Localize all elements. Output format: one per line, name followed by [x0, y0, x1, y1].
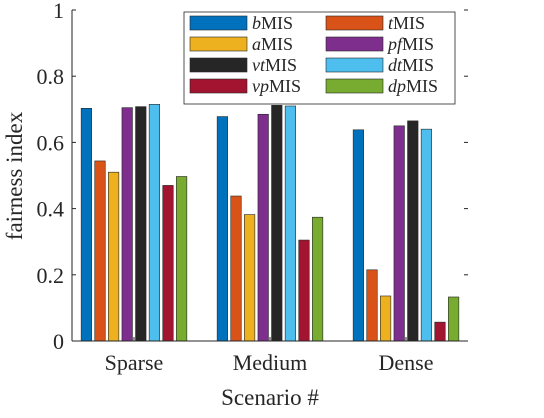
- bars-layer: [80, 104, 460, 342]
- bar-dtMIS-medium: [284, 105, 296, 342]
- bar-pfMIS-medium: [257, 113, 269, 342]
- bar-vpMIS-medium: [298, 239, 310, 342]
- bar-tMIS-dense: [366, 269, 378, 342]
- bar-vtMIS-sparse: [135, 106, 147, 342]
- bar-pfMIS-dense: [393, 125, 405, 342]
- bar-vtMIS-dense: [407, 120, 419, 342]
- legend-swatch-aMIS: [189, 36, 248, 52]
- legend-swatch-vtMIS: [189, 57, 248, 73]
- legend-label-pfMIS: pfMIS: [386, 34, 434, 54]
- y-tick-label: 0: [53, 329, 64, 354]
- x-tick-label-sparse: Sparse: [105, 350, 164, 375]
- bar-dtMIS-sparse: [148, 104, 160, 342]
- bar-tMIS-sparse: [94, 160, 106, 342]
- legend-label-aMIS: aMIS: [252, 34, 293, 54]
- legend-label-vtMIS: vtMIS: [252, 55, 297, 75]
- legend-label-dpMIS: dpMIS: [388, 76, 438, 96]
- bar-bMIS-dense: [352, 129, 364, 342]
- legend-swatch-tMIS: [325, 15, 384, 31]
- bar-vpMIS-dense: [434, 321, 446, 342]
- legend-label-bMIS: bMIS: [252, 13, 293, 33]
- x-tick-label-medium: Medium: [233, 350, 308, 375]
- legend-swatch-bMIS: [189, 15, 248, 31]
- bar-vpMIS-sparse: [162, 185, 174, 342]
- bar-vtMIS-medium: [271, 105, 283, 342]
- bar-dtMIS-dense: [420, 128, 432, 342]
- legend-label-dtMIS: dtMIS: [388, 55, 434, 75]
- y-tick-label: 0.6: [37, 130, 65, 155]
- legend-label-vpMIS: vpMIS: [252, 76, 301, 96]
- bar-bMIS-medium: [216, 116, 228, 342]
- bar-dpMIS-sparse: [176, 176, 188, 342]
- y-tick-label: 0.2: [37, 263, 65, 288]
- legend-swatch-dpMIS: [325, 78, 384, 94]
- legend-swatch-vpMIS: [189, 78, 248, 94]
- bar-dpMIS-medium: [312, 216, 324, 342]
- y-tick-label: 0.8: [37, 64, 65, 89]
- legend-swatch-pfMIS: [325, 36, 384, 52]
- bar-dpMIS-dense: [448, 296, 460, 342]
- y-tick-label: 0.4: [37, 197, 65, 222]
- x-axis-label: Scenario #: [221, 385, 319, 410]
- bar-tMIS-medium: [230, 195, 242, 342]
- bar-bMIS-sparse: [80, 108, 92, 342]
- legend: bMIS tMIS aMIS pfMIS vtMIS dtMIS vpMIS dpMIS: [183, 11, 456, 105]
- legend-label-tMIS: tMIS: [388, 13, 425, 33]
- x-tick-label-dense: Dense: [379, 350, 434, 375]
- y-tick-label: 1: [53, 0, 64, 23]
- bar-aMIS-sparse: [108, 171, 120, 342]
- ticks-layer: 0 0.2 0.4 0.6 0.8 1 Sparse Medium Dense: [37, 0, 468, 375]
- bar-pfMIS-sparse: [121, 107, 133, 342]
- bar-aMIS-medium: [244, 214, 256, 342]
- y-axis-label: fairness index: [2, 111, 27, 240]
- legend-swatch-dtMIS: [325, 57, 384, 73]
- bar-aMIS-dense: [380, 295, 392, 342]
